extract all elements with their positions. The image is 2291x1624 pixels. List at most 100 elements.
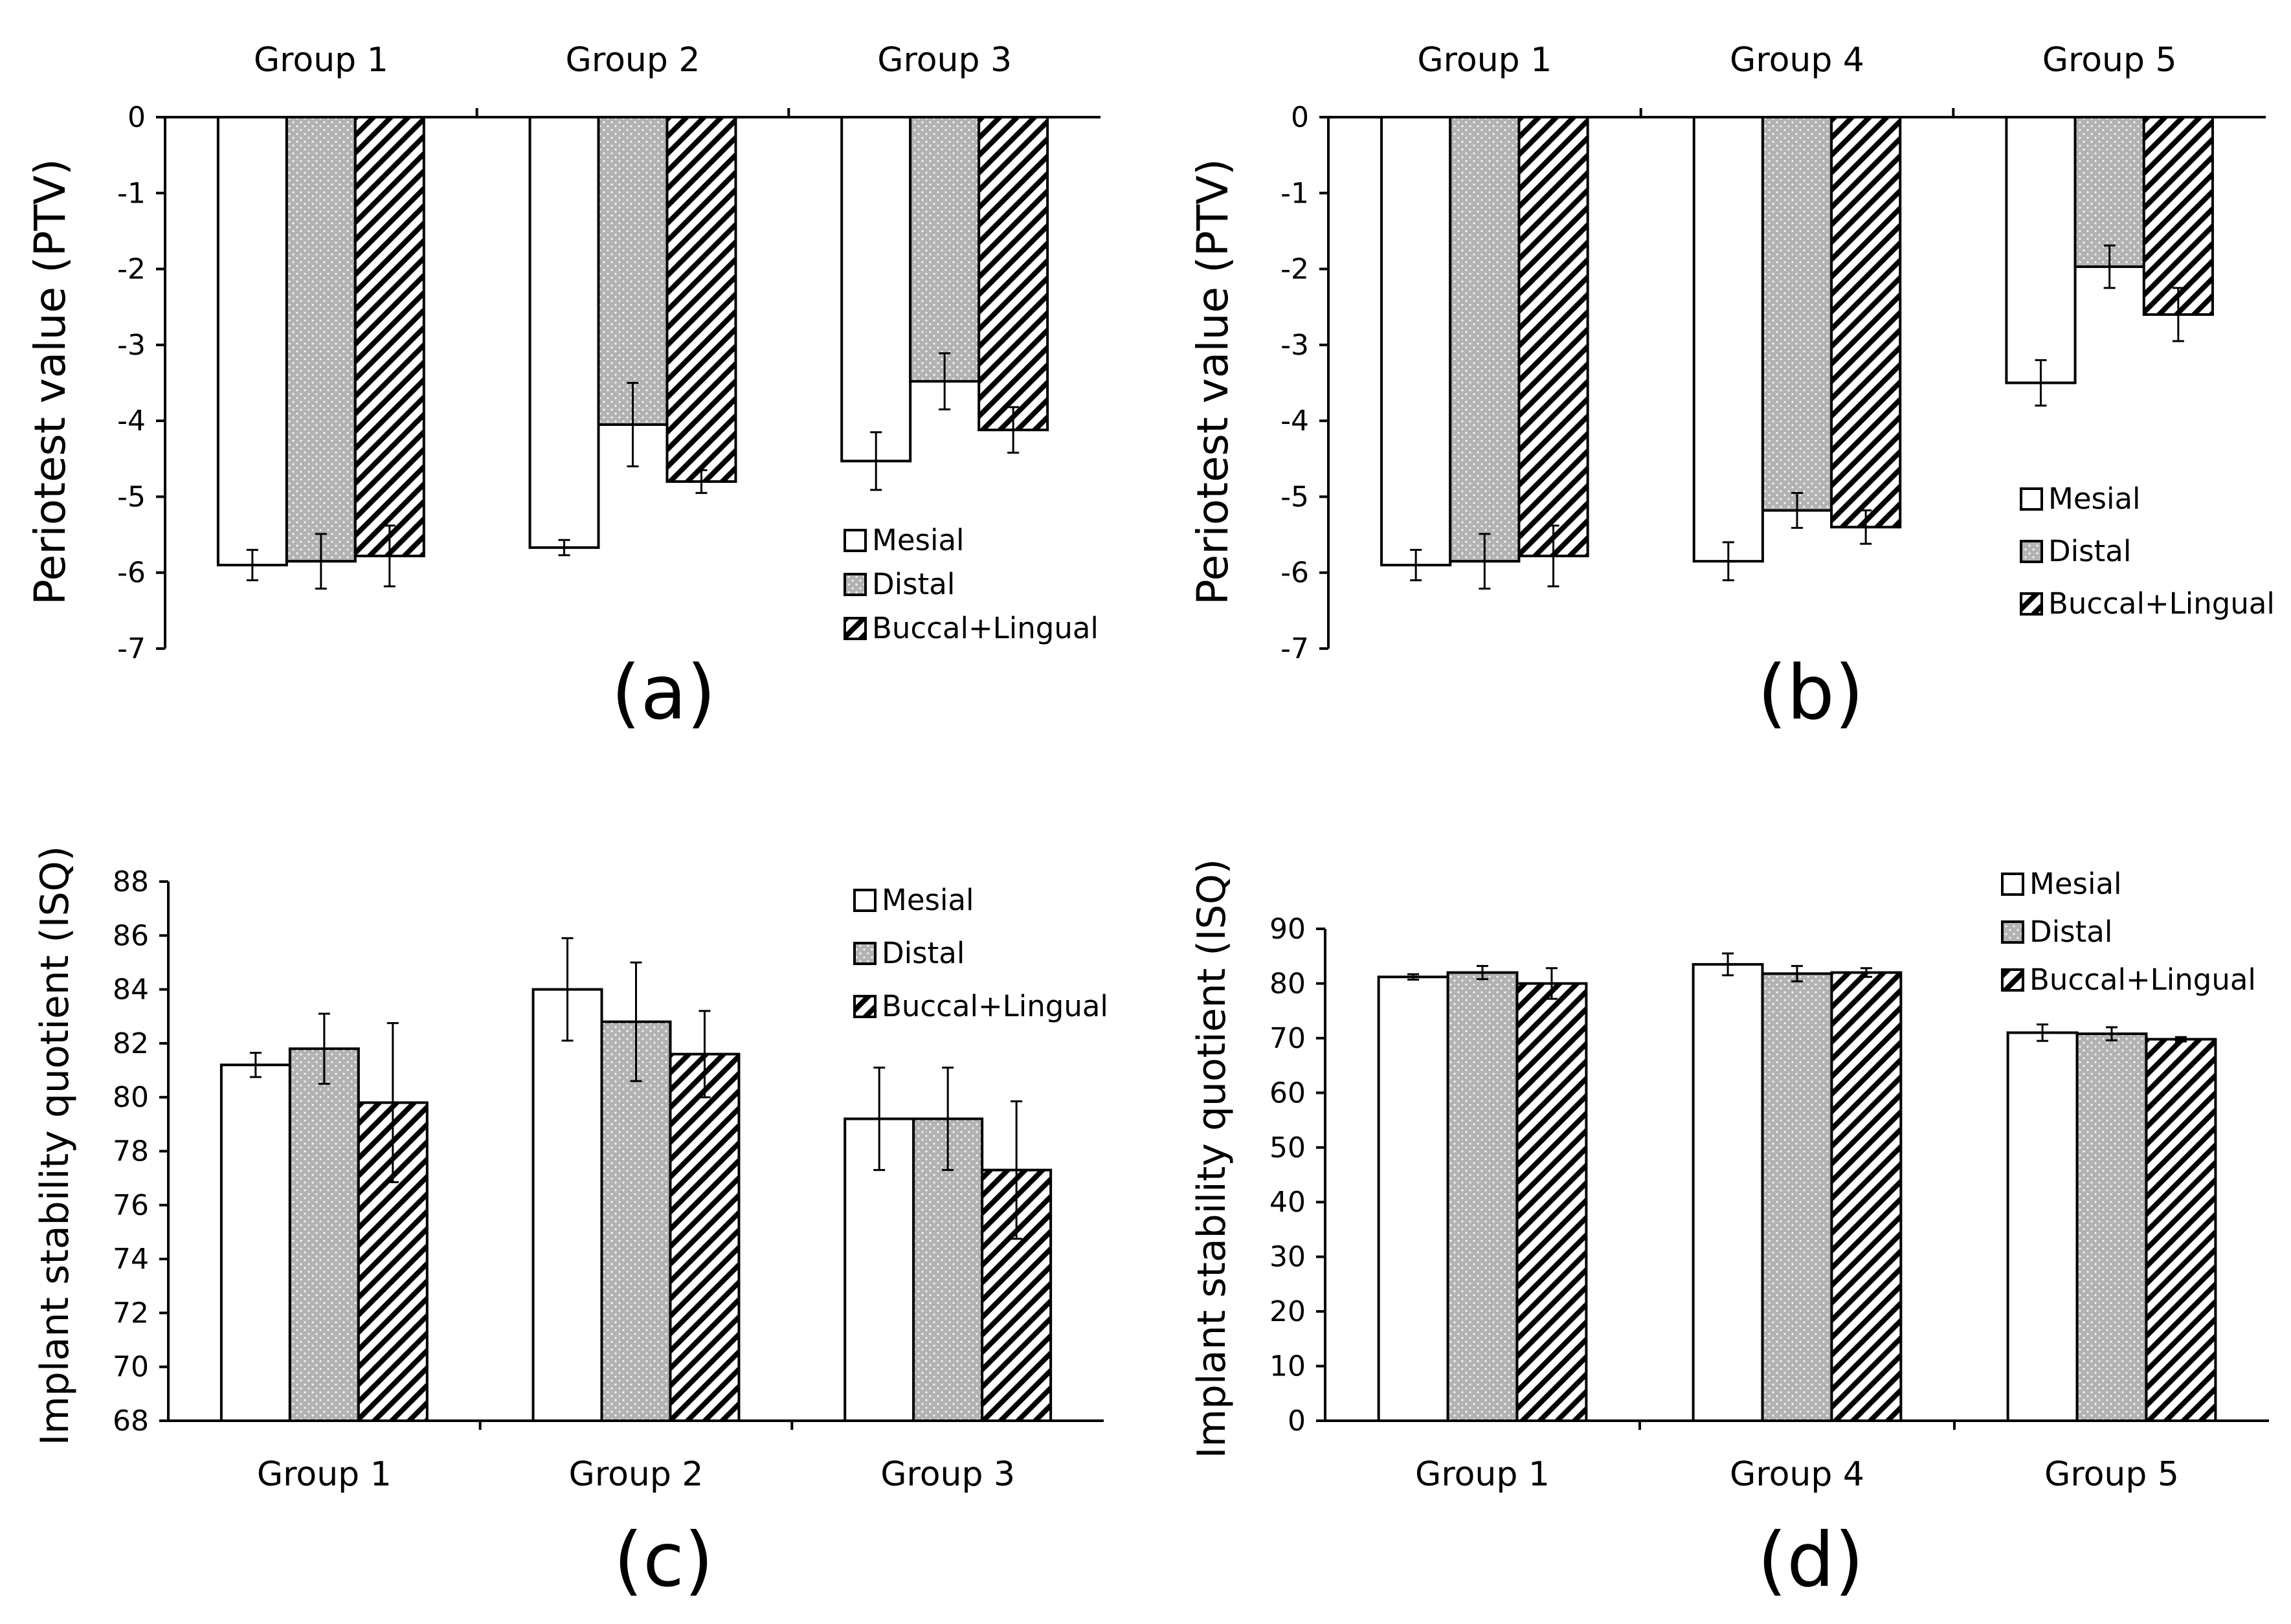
y-tick-label: -1 (1280, 177, 1309, 210)
error-bar (1011, 1100, 1023, 1240)
bar-buccal-lingual-group-5 (2142, 116, 2214, 316)
error-bar (2103, 244, 2116, 289)
y-tick-label: -6 (117, 557, 146, 590)
error-bar (2174, 1036, 2187, 1043)
error-bar (695, 469, 708, 495)
category-label: Group 1 (1417, 41, 1552, 80)
error-bar (1860, 509, 1872, 545)
y-tick-label: 78 (113, 1135, 149, 1168)
legend-label: Mesial (882, 883, 974, 917)
error-bar (630, 961, 642, 1082)
error-bar (1791, 492, 1803, 529)
bar-mesial-group-5 (2005, 116, 2077, 384)
legend-swatch-mesial (844, 529, 867, 552)
y-tick-label: 50 (1269, 1131, 1306, 1164)
bar-distal-group-5 (2073, 116, 2145, 269)
category-label: Group 1 (257, 1455, 392, 1494)
legend: Mesial Distal Buccal+Lingual (853, 883, 1108, 1023)
error-bar (1477, 964, 1488, 981)
y-tick-label: -2 (117, 253, 146, 286)
error-bar (383, 524, 396, 588)
y-tick-label: -7 (1280, 632, 1309, 665)
legend-swatch-distal (2001, 920, 2024, 944)
y-tick-label: 74 (113, 1243, 149, 1276)
bar-mesial-group-5 (2006, 1031, 2079, 1422)
y-tick-label: 82 (113, 1027, 149, 1060)
legend: Mesial Distal Buccal+Lingual (2001, 867, 2256, 997)
bar-mesial-group-4 (1692, 962, 1764, 1422)
category-label: Group 3 (880, 1455, 1015, 1494)
error-bar (1860, 967, 1872, 978)
bar-buccal-lingual-group-1 (1517, 116, 1589, 557)
y-tick-label: -7 (117, 632, 146, 665)
y-tick-label: 20 (1269, 1295, 1306, 1328)
error-bar (386, 1022, 399, 1183)
bar-mesial-group-2 (531, 988, 603, 1422)
bar-mesial-group-1 (216, 116, 288, 566)
error-bar (870, 431, 882, 491)
y-tick-label: 80 (113, 1081, 149, 1114)
legend-swatch-buccal-lingual (853, 995, 877, 1018)
bar-mesial-group-1 (1380, 116, 1452, 566)
panel-label: (b) (1758, 649, 1864, 737)
category-label: Group 4 (1730, 41, 1864, 80)
legend-swatch-mesial (853, 889, 877, 912)
error-bar (1547, 524, 1559, 588)
y-tick-label: 80 (1269, 967, 1306, 1000)
y-tick-label: -4 (117, 405, 146, 438)
error-bar (939, 352, 951, 411)
y-tick-label: 86 (113, 919, 149, 952)
y-tick-label: 70 (1269, 1022, 1306, 1055)
legend-swatch-distal (853, 942, 877, 965)
error-bar (1791, 964, 1803, 983)
error-bar (1479, 533, 1491, 590)
bar-buccal-lingual-group-3 (978, 116, 1049, 432)
chart-panel-c: 68 70 72 74 76 78 80 82 84 86 88 Group 1 Group 2 Grou… (32, 846, 1108, 1604)
error-bar (2035, 359, 2047, 407)
bar-mesial-group-4 (1692, 116, 1764, 563)
chart-panel-a: 0 -1 -2 -3 -4 -5 -6 -7 Group 1 Group 2 Group 3 Peri… (25, 41, 1101, 737)
y-tick-label: 76 (113, 1189, 149, 1222)
legend-label: Buccal+Lingual (2029, 962, 2256, 997)
error-bar (561, 937, 574, 1042)
y-tick-label: -1 (117, 177, 146, 210)
error-bar (627, 382, 639, 468)
error-bar (698, 1010, 711, 1098)
bar-distal-group-4 (1761, 116, 1833, 512)
error-bar (246, 549, 258, 581)
y-tick-label: 88 (113, 865, 149, 898)
y-tick-label: 0 (128, 101, 146, 134)
bar-distal-group-3 (909, 116, 981, 383)
bar-distal-group-1 (1446, 971, 1519, 1422)
bar-distal-group-1 (288, 1047, 360, 1422)
y-tick-label: 10 (1269, 1350, 1306, 1383)
category-label: Group 1 (1415, 1455, 1550, 1494)
y-tick-label: 72 (113, 1296, 149, 1329)
category-label: Group 3 (877, 41, 1012, 80)
bar-distal-group-5 (2075, 1032, 2148, 1422)
legend-swatch-buccal-lingual (2020, 592, 2043, 616)
y-tick-label: -4 (1280, 405, 1309, 438)
panel-label: (a) (611, 649, 716, 737)
error-bar (1722, 541, 1734, 581)
legend-label: Buccal+Lingual (882, 989, 1108, 1023)
error-bar (1545, 967, 1558, 1000)
error-bar (1007, 406, 1020, 454)
error-bar (2172, 287, 2184, 342)
legend-label: Buccal+Lingual (2048, 586, 2275, 621)
error-bar (1410, 549, 1422, 581)
chart-panel-b: 0 -1 -2 -3 -4 -5 -6 -7 Group 1 Group 4 Group 5 Peri… (1188, 41, 2275, 737)
category-label: Group 2 (569, 1455, 704, 1494)
bar-buccal-lingual-group-1 (353, 116, 425, 557)
error-bar (2106, 1026, 2118, 1041)
y-axis-label: Implant stability quotient (ISQ) (1189, 859, 1235, 1458)
bar-distal-group-1 (1449, 116, 1521, 563)
legend-swatch-buccal-lingual (844, 617, 867, 640)
y-tick-label: -6 (1280, 557, 1309, 590)
y-tick-label: 60 (1269, 1076, 1306, 1109)
y-tick-label: -5 (117, 480, 146, 513)
bar-mesial-group-2 (528, 116, 600, 550)
category-label: Group 2 (566, 41, 700, 80)
legend-label: Buccal+Lingual (872, 611, 1099, 645)
y-tick-label: 0 (1291, 101, 1309, 134)
